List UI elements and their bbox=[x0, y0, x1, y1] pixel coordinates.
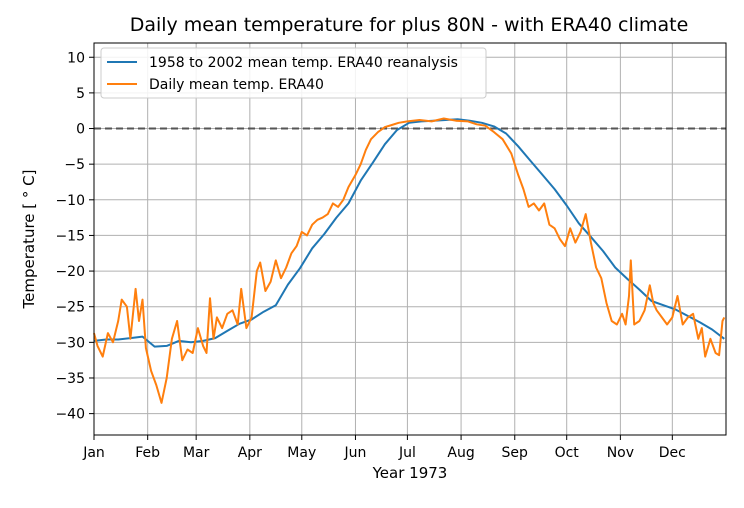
y-axis-title: Temperature [ ° C] bbox=[20, 170, 38, 310]
x-axis-ticks: Jan Feb Mar Apr May Jun Jul Aug Sep Oct Nov Dec bbox=[82, 435, 686, 461]
x-tick-label: Dec bbox=[659, 445, 686, 461]
x-tick-label: Jul bbox=[398, 445, 416, 461]
y-tick-label: −10 bbox=[55, 193, 85, 209]
y-tick-label: −30 bbox=[55, 335, 85, 351]
legend-box bbox=[100, 47, 487, 99]
y-axis-ticks: 10 5 0 −5 −10 −15 −20 −25 −30 −35 −40 bbox=[55, 50, 94, 423]
chart-title: Daily mean temperature for plus 80N - wi… bbox=[130, 14, 689, 36]
x-tick-label: Oct bbox=[555, 445, 580, 461]
x-tick-label: Apr bbox=[238, 445, 262, 461]
daily-mean-line bbox=[93, 117, 726, 404]
x-tick-label: Mar bbox=[183, 445, 210, 461]
x-tick-label: Feb bbox=[135, 445, 160, 461]
y-tick-label: −5 bbox=[64, 157, 85, 173]
x-tick-label: Nov bbox=[607, 445, 634, 461]
climate-mean-line bbox=[93, 118, 725, 348]
y-tick-label: −35 bbox=[55, 371, 85, 387]
legend-label-climate: 1958 to 2002 mean temp. ERA40 reanalysis bbox=[149, 55, 458, 71]
plot-frame bbox=[93, 42, 727, 436]
y-tick-label: −40 bbox=[55, 407, 85, 423]
y-tick-label: 10 bbox=[67, 50, 85, 66]
y-tick-label: −20 bbox=[55, 264, 85, 280]
x-tick-label: May bbox=[287, 445, 316, 461]
x-tick-label: Sep bbox=[502, 445, 529, 461]
y-tick-label: 5 bbox=[76, 86, 85, 102]
legend: 1958 to 2002 mean temp. ERA40 reanalysis… bbox=[100, 47, 487, 99]
x-axis-title: Year 1973 bbox=[372, 464, 448, 482]
y-tick-label: −25 bbox=[55, 300, 85, 316]
y-tick-label: 0 bbox=[76, 122, 85, 138]
legend-label-daily: Daily mean temp. ERA40 bbox=[149, 77, 324, 93]
y-tick-label: −15 bbox=[55, 228, 85, 244]
x-tick-label: Aug bbox=[447, 445, 474, 461]
x-tick-label: Jun bbox=[344, 445, 367, 461]
series-layer bbox=[93, 117, 726, 404]
x-tick-label: Jan bbox=[82, 445, 105, 461]
grid-layer bbox=[93, 43, 726, 435]
